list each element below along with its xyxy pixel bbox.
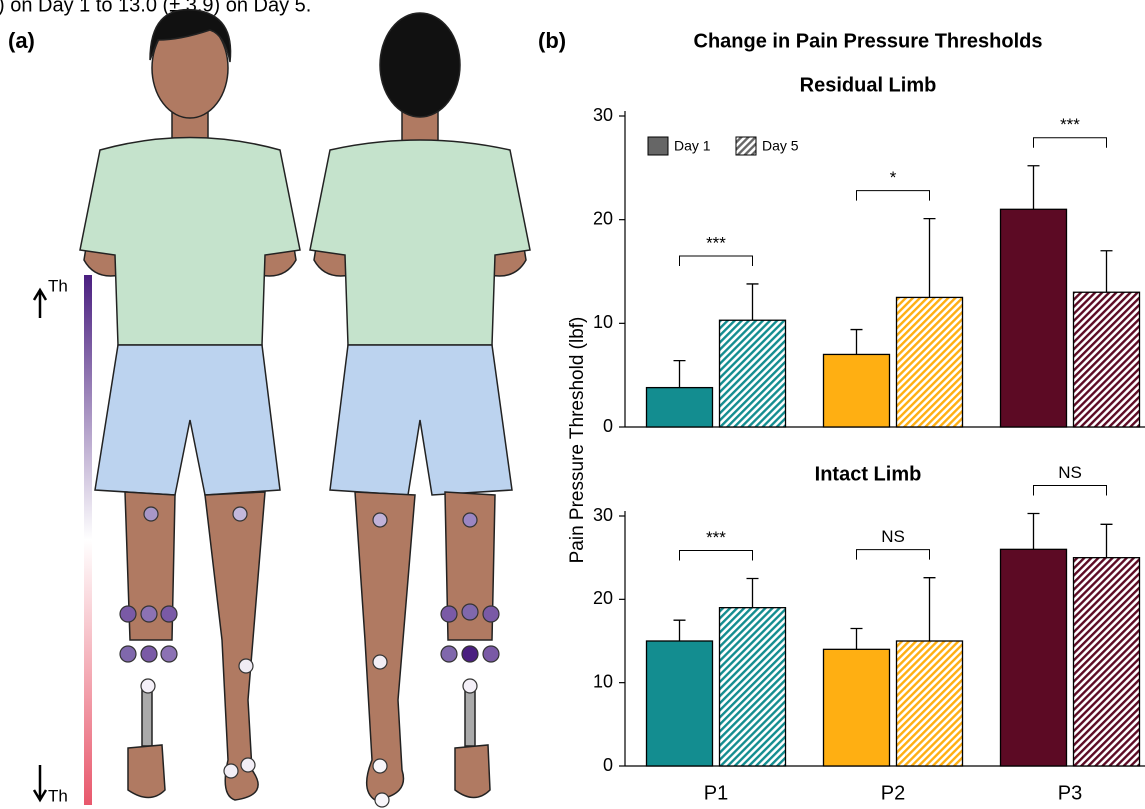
bar xyxy=(1072,557,1141,767)
legend-label: Day 5 xyxy=(762,138,799,154)
y-tick-label: 20 xyxy=(593,588,613,608)
significance-label: NS xyxy=(1058,463,1082,482)
error-bar xyxy=(1100,250,1113,293)
bar xyxy=(895,640,964,767)
error-bar xyxy=(850,627,863,650)
y-tick-label: 10 xyxy=(593,671,613,691)
legend-swatch xyxy=(735,136,757,156)
significance-bracket xyxy=(679,255,753,266)
scale-bottom-label: Th xyxy=(48,786,68,805)
y-tick-label: 20 xyxy=(593,208,613,228)
bar xyxy=(645,640,714,767)
significance-bracket xyxy=(679,550,753,561)
significance-bracket xyxy=(1033,137,1107,148)
y-tick-label: 30 xyxy=(593,105,613,125)
bar xyxy=(718,607,787,767)
y-tick-label: 0 xyxy=(603,416,613,436)
significance-label: *** xyxy=(706,233,726,252)
panel-label: (a) xyxy=(8,28,35,53)
significance-bracket xyxy=(856,190,930,201)
y-tick-label: 10 xyxy=(593,312,613,332)
color-scale xyxy=(84,275,92,805)
error-bar xyxy=(746,577,759,608)
bar xyxy=(822,648,891,767)
x-tick-label: P1 xyxy=(704,782,728,804)
error-bar xyxy=(746,283,759,321)
arrow-up xyxy=(32,287,48,318)
bar xyxy=(718,319,787,428)
x-tick-label: P2 xyxy=(881,782,905,804)
panel-label: (b) xyxy=(538,28,566,53)
chart-title: Intact Limb xyxy=(815,463,922,485)
legend-swatch xyxy=(647,136,669,156)
scale-top-label: Th xyxy=(48,276,68,295)
significance-label: *** xyxy=(706,528,726,547)
legend-label: Day 1 xyxy=(674,138,711,154)
bar xyxy=(999,548,1068,767)
significance-bracket xyxy=(1033,485,1107,496)
significance-label: NS xyxy=(881,527,905,546)
bar xyxy=(645,386,714,428)
front-figure xyxy=(79,8,301,801)
significance-label: *** xyxy=(1060,115,1080,134)
significance-label: * xyxy=(890,168,897,187)
error-bar xyxy=(850,328,863,355)
error-bar xyxy=(673,619,686,641)
error-bar xyxy=(923,217,936,298)
chart-title: Residual Limb xyxy=(800,74,937,96)
bar xyxy=(999,208,1068,428)
y-tick-label: 30 xyxy=(593,505,613,525)
significance-bracket xyxy=(856,549,930,560)
x-tick-label: P3 xyxy=(1058,782,1082,804)
error-bar xyxy=(1027,512,1040,550)
bar xyxy=(822,353,891,428)
sensor-points xyxy=(119,506,500,808)
y-axis-label: Pain Pressure Threshold (lbf) xyxy=(567,317,588,564)
caption-fragment: ) on Day 1 to 13.0 (± 3.9) on Day 5. xyxy=(0,0,311,16)
error-bar xyxy=(673,360,686,388)
error-bar xyxy=(1100,523,1113,558)
figure-title: Change in Pain Pressure Thresholds xyxy=(694,30,1043,52)
y-tick-label: 0 xyxy=(603,755,613,775)
error-bar xyxy=(1027,165,1040,210)
error-bar xyxy=(923,577,936,641)
back-figure xyxy=(309,12,531,801)
bar xyxy=(895,296,964,428)
bar xyxy=(1072,291,1141,428)
arrow-down xyxy=(32,765,48,803)
illustration: Th Th xyxy=(32,8,531,808)
